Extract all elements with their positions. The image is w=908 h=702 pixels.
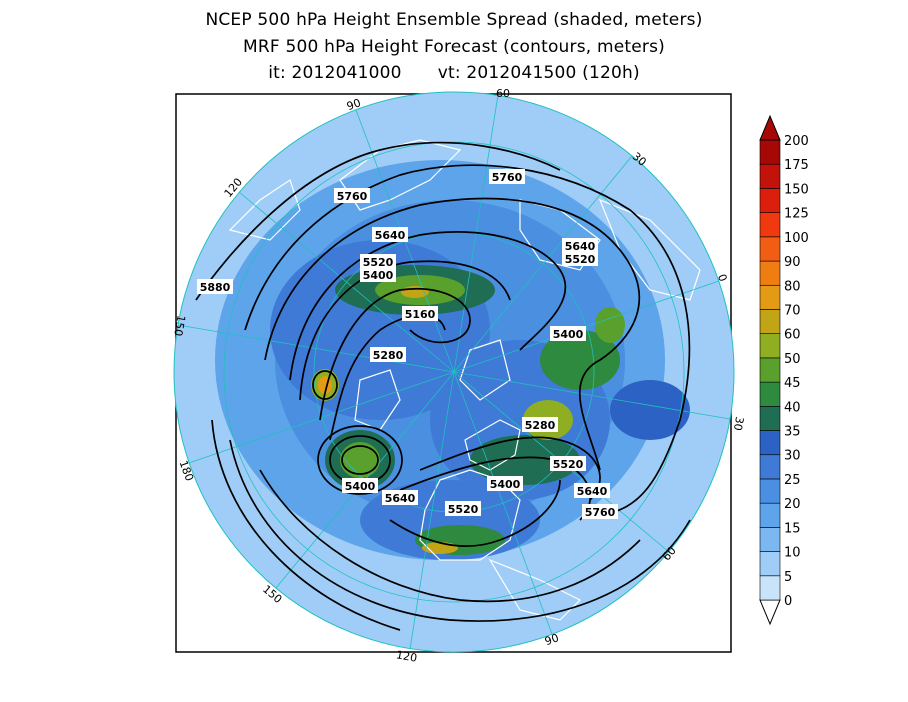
colorbar-box (759, 381, 781, 407)
longitude-label: 60 (496, 87, 510, 100)
contour-label: 5400 (345, 480, 376, 493)
colorbar-tick-label: 20 (784, 497, 801, 512)
colorbar-tick-label: 125 (784, 207, 809, 222)
contour-label: 5400 (363, 269, 394, 282)
colorbar-box (759, 502, 781, 528)
map-title-line2: MRF 500 hPa Height Forecast (contours, m… (242, 37, 665, 57)
contour-label: 5880 (200, 281, 231, 294)
contour-label: 5160 (405, 308, 436, 321)
contour-label: 5520 (363, 256, 394, 269)
colorbar-labels: 0 5 10 15 20 25 30 35 40 45 50 60 70 80 90 100 125 150 175… (784, 134, 809, 609)
colorbar-box (759, 284, 781, 310)
longitude-label: 30 (731, 416, 746, 432)
contour-label: 5640 (577, 485, 608, 498)
spread-region (540, 330, 620, 390)
colorbar-box (759, 478, 781, 504)
colorbar-box (759, 309, 781, 334)
longitude-label: 150 (171, 314, 187, 337)
colorbar-tick-label: 100 (784, 231, 809, 246)
map-disk-edge (173, 91, 735, 653)
colorbar-tick-label: 50 (784, 352, 801, 367)
spread-region (610, 380, 690, 440)
colorbar-box (759, 212, 781, 238)
colorbar-box (759, 527, 781, 552)
colorbar-box (759, 406, 781, 431)
map-title-times: it: 2012041000 vt: 2012041500 (120h) (0, 63, 908, 83)
colorbar-tick-label: 0 (784, 594, 792, 609)
colorbar-box (759, 454, 781, 480)
init-time: it: 2012041000 (268, 63, 402, 83)
colorbar-box (759, 333, 781, 359)
colorbar-boxes (759, 114, 781, 626)
contour-label: 5640 (565, 240, 596, 253)
colorbar-tick-label: 80 (784, 279, 801, 294)
contour-label: 5400 (553, 328, 584, 341)
colorbar-tick-label: 70 (784, 303, 801, 318)
map-title-line1: NCEP 500 hPa Height Ensemble Spread (sha… (205, 10, 703, 30)
colorbar-box (759, 357, 781, 383)
colorbar-box (759, 139, 781, 165)
colorbar-over-triangle (759, 114, 781, 141)
colorbar-tick-label: 90 (784, 255, 801, 270)
colorbar-tick-label: 60 (784, 328, 801, 343)
contour-label: 5400 (490, 478, 521, 491)
longitude-label: 90 (345, 96, 363, 113)
colorbar-box (759, 236, 781, 262)
contour-label: 5640 (375, 229, 406, 242)
colorbar-box (759, 575, 781, 601)
colorbar-tick-label: 35 (784, 425, 801, 440)
colorbar-box (759, 163, 781, 189)
longitude-label: 0 (715, 272, 730, 283)
colorbar-tick-label: 150 (784, 182, 809, 197)
colorbar-box (759, 551, 781, 577)
spread-region (340, 442, 380, 478)
longitude-label: 120 (395, 648, 418, 664)
colorbar-tick-label: 200 (784, 134, 809, 149)
contour-label: 5520 (448, 503, 479, 516)
colorbar-tick-label: 30 (784, 449, 801, 464)
contour-label: 5520 (553, 458, 584, 471)
contour-label: 5760 (337, 190, 368, 203)
contour-label: 5280 (373, 349, 404, 362)
contour-label-group: 5760 5760 5640 5640 5520 5520 5400 5160 … (197, 169, 618, 519)
colorbar-tick-label: 175 (784, 158, 809, 173)
contour-label: 5640 (385, 492, 416, 505)
valid-time: vt: 2012041500 (120h) (437, 63, 640, 83)
colorbar-box (759, 188, 781, 213)
contour-label: 5520 (565, 253, 596, 266)
colorbar-box (759, 430, 781, 456)
colorbar-tick-label: 10 (784, 546, 801, 561)
contour-label: 5760 (492, 171, 523, 184)
contour-label: 5760 (585, 506, 616, 519)
colorbar-tick-label: 25 (784, 473, 801, 488)
height-contours (195, 141, 691, 631)
colorbar-tick-label: 45 (784, 376, 801, 391)
spread-region (470, 435, 580, 485)
colorbar-tick-label: 5 (784, 570, 792, 585)
colorbar-tick-label: 15 (784, 521, 801, 536)
colorbar-tick-label: 40 (784, 400, 801, 415)
contour-label: 5280 (525, 419, 556, 432)
colorbar-under-triangle (759, 599, 781, 626)
longitude-label: 90 (543, 631, 561, 648)
colorbar-box (759, 260, 781, 286)
